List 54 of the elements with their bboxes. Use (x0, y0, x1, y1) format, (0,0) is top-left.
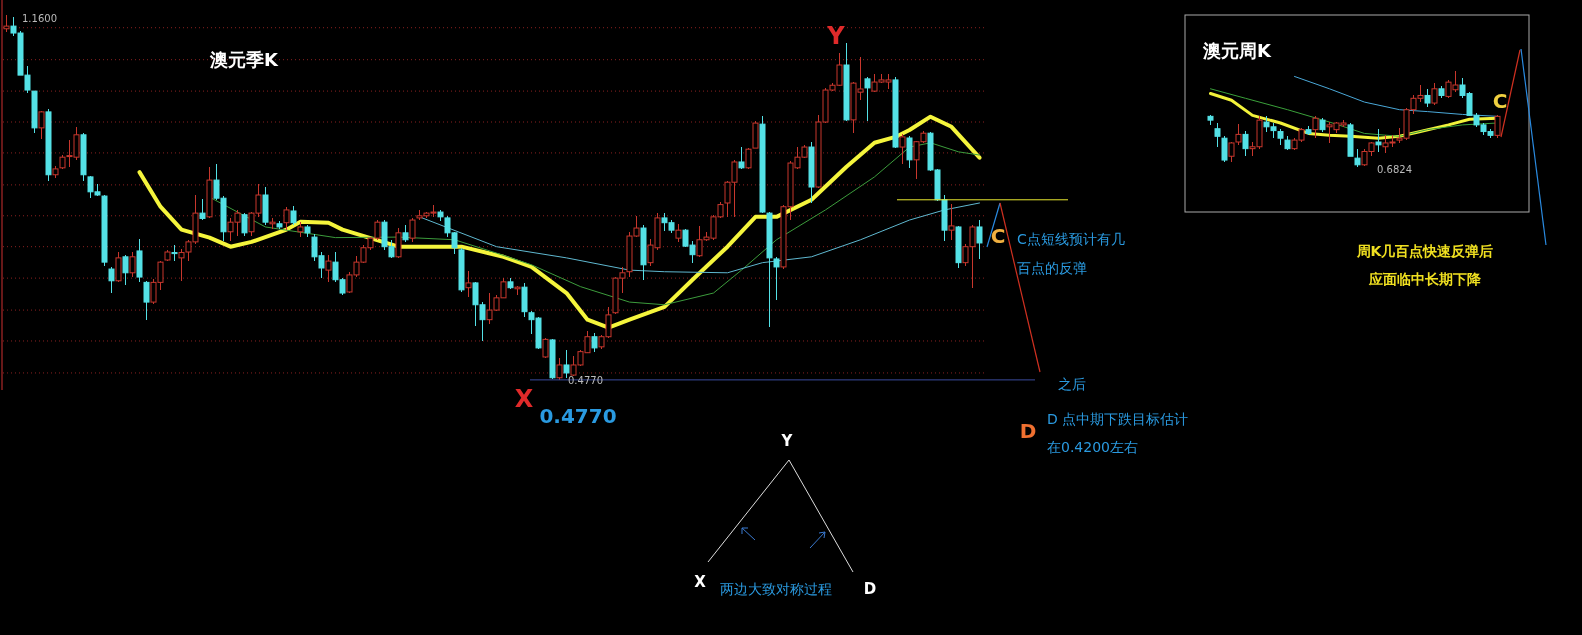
annotation: C (1492, 89, 1508, 113)
candlestick (1494, 114, 1501, 139)
candlestick (325, 254, 332, 283)
candlestick (675, 223, 682, 243)
candlestick (122, 254, 129, 286)
text: 澳元季K (209, 49, 279, 70)
annotation: 0.6824 (1377, 164, 1412, 175)
text: 周K几百点快速反弹后 (1355, 243, 1494, 259)
annotation: 0.4770 (568, 375, 603, 386)
text: 在0.4200左右 (1047, 439, 1138, 455)
text: 应面临中长期下降 (1368, 271, 1482, 287)
candlestick (745, 147, 752, 170)
text: 两边大致对称过程 (720, 581, 832, 597)
candlestick (465, 270, 472, 298)
candlestick (591, 332, 598, 353)
candlestick (199, 198, 206, 221)
candlestick (290, 205, 297, 226)
annotation: 1.1600 (22, 13, 57, 24)
candlestick (143, 280, 150, 321)
candlestick (395, 227, 402, 259)
text: 百点的反弹 (1017, 260, 1087, 276)
candlestick (115, 251, 122, 283)
candlestick (1242, 130, 1249, 157)
candlestick (283, 206, 290, 231)
candlestick (1375, 128, 1382, 152)
annotation: X (514, 385, 534, 413)
candlestick (1214, 122, 1221, 148)
candlestick (906, 135, 913, 169)
chart-title: 澳元周K (1202, 40, 1272, 61)
candlestick (948, 203, 955, 241)
candlestick (409, 217, 416, 243)
candlestick (1431, 82, 1438, 106)
text: 0.4770 (539, 404, 617, 428)
text: C (990, 224, 1006, 248)
candlestick (556, 357, 563, 381)
text: D (863, 580, 877, 598)
candlestick (864, 76, 871, 122)
candlestick (899, 133, 906, 165)
candlestick (563, 349, 570, 379)
candlestick (738, 146, 745, 170)
text: C点短线预计有几 (1017, 231, 1125, 247)
text: Y (780, 432, 794, 450)
candlestick (108, 266, 115, 294)
candlestick (241, 212, 248, 237)
text: 之后 (1058, 376, 1086, 392)
annotation: Y (826, 22, 846, 50)
candlestick (129, 251, 136, 278)
text: D 点中期下跌目标估计 (1047, 411, 1189, 427)
candlestick (976, 219, 983, 260)
text: X (694, 573, 707, 591)
candlestick (1312, 115, 1319, 139)
candlestick (1221, 135, 1228, 163)
candlestick (38, 110, 45, 140)
text: D (1019, 419, 1037, 443)
